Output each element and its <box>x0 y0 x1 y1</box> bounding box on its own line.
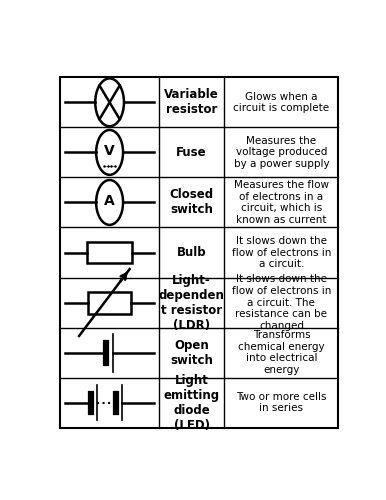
Text: V: V <box>104 144 115 158</box>
Text: Light
emitting
diode
(LED): Light emitting diode (LED) <box>164 374 220 432</box>
Text: It slows down the
flow of electrons in
a circuit.: It slows down the flow of electrons in a… <box>232 236 331 269</box>
Text: Bulb: Bulb <box>177 246 207 259</box>
Bar <box>88 292 131 314</box>
Text: Measures the flow
of electrons in a
circuit, which is
known as current: Measures the flow of electrons in a circ… <box>234 180 329 225</box>
Text: Two or more cells
in series: Two or more cells in series <box>236 392 327 413</box>
Text: Measures the
voltage produced
by a power supply: Measures the voltage produced by a power… <box>234 136 329 169</box>
Text: Open
switch: Open switch <box>170 338 213 366</box>
Text: Fuse: Fuse <box>176 146 207 159</box>
Text: It slows down the
flow of electrons in
a circuit. The
resistance can be
changed: It slows down the flow of electrons in a… <box>232 274 331 330</box>
Text: Closed
switch: Closed switch <box>169 188 214 216</box>
Text: Glows when a
circuit is complete: Glows when a circuit is complete <box>233 92 330 113</box>
Text: Light-
dependen
t resistor
(LDR): Light- dependen t resistor (LDR) <box>159 274 225 332</box>
Text: Variable
resistor: Variable resistor <box>164 88 219 117</box>
Text: Transforms
chemical energy
into electrical
energy: Transforms chemical energy into electric… <box>238 330 325 375</box>
Bar <box>87 242 132 264</box>
Text: A: A <box>104 194 115 208</box>
